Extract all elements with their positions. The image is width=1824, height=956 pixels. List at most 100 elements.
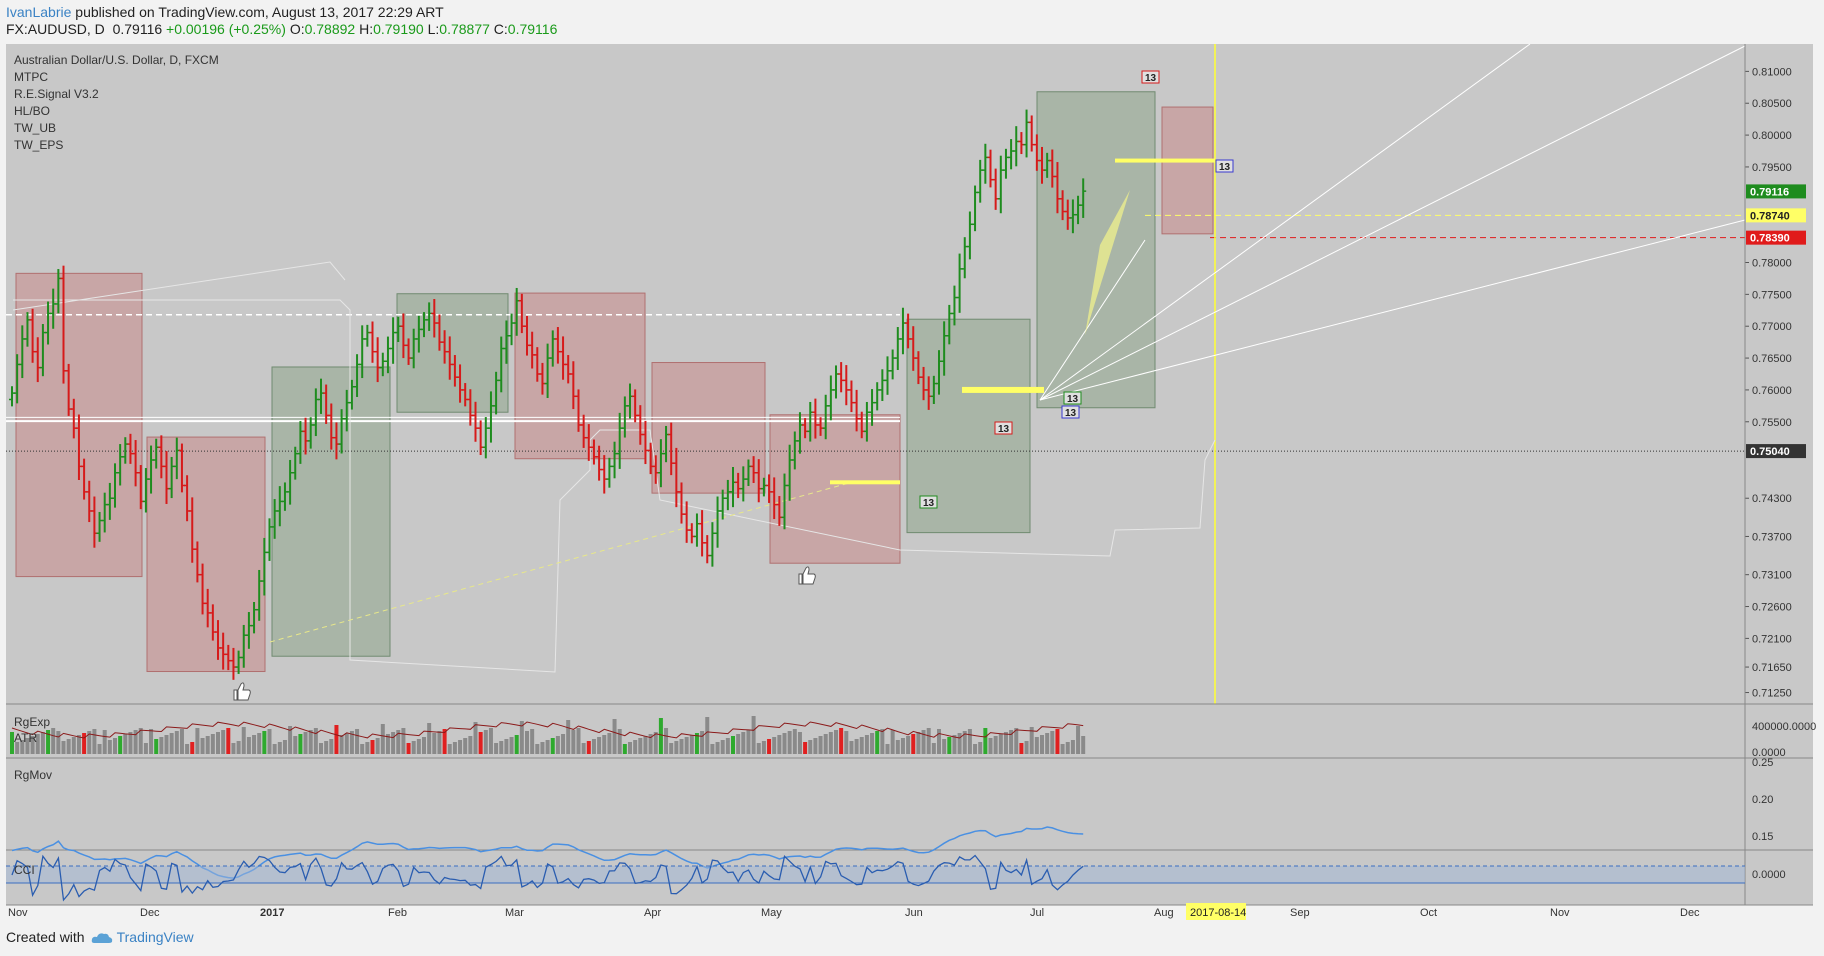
volume-bar bbox=[355, 729, 360, 754]
volume-bar bbox=[494, 743, 499, 754]
volume-bar bbox=[694, 733, 699, 754]
legend-item[interactable]: Australian Dollar/U.S. Dollar, D, FXCM bbox=[14, 53, 219, 67]
volume-bar bbox=[221, 730, 226, 754]
volume-bar bbox=[1081, 736, 1086, 754]
fan-line bbox=[1039, 45, 1746, 401]
volume-bar bbox=[983, 728, 988, 754]
volume-bar bbox=[900, 738, 905, 754]
legend-item[interactable]: TW_EPS bbox=[14, 138, 63, 152]
volume-bar bbox=[756, 743, 761, 754]
volume-bar bbox=[40, 732, 45, 754]
supply-zone[interactable] bbox=[15, 272, 143, 578]
atr-line bbox=[11, 721, 1084, 739]
price-axis-label: 0.79500 bbox=[1752, 162, 1792, 174]
supply-zone[interactable] bbox=[146, 436, 266, 673]
volume-bar bbox=[952, 735, 957, 754]
demand-zone[interactable] bbox=[1036, 91, 1156, 409]
legend-item[interactable]: MTPC bbox=[14, 70, 48, 84]
volume-bar bbox=[674, 741, 679, 754]
chart-canvas[interactable]: 13 13 13 13 13 13 0.81000 0.80500 0.80000 0.7950… bbox=[0, 42, 1824, 926]
symbol-label: FX:AUDUSD, D bbox=[6, 21, 105, 37]
volume-bar bbox=[895, 740, 900, 754]
volume-bar bbox=[1003, 732, 1008, 754]
volume-bar bbox=[143, 743, 148, 754]
volume-bar bbox=[633, 740, 638, 754]
ohlc-bar[interactable] bbox=[1080, 178, 1087, 218]
volume-bar bbox=[525, 731, 529, 754]
symbol-ohlc-line: FX:AUDUSD, D 0.79116 +0.00196 (+0.25%) O… bbox=[6, 21, 557, 37]
demand-zone[interactable] bbox=[396, 293, 509, 413]
volume-bar bbox=[349, 731, 354, 754]
volume-bar bbox=[437, 731, 442, 754]
volume-bar bbox=[1045, 733, 1050, 754]
volume-bar bbox=[473, 722, 478, 754]
volume-bar bbox=[864, 735, 869, 754]
volume-bar bbox=[514, 735, 519, 754]
count-13-marker bbox=[1061, 405, 1080, 419]
legend-item[interactable]: TW_UB bbox=[14, 121, 56, 135]
volume-bar bbox=[967, 729, 972, 754]
supply-zone[interactable] bbox=[1161, 106, 1214, 235]
volume-bar bbox=[890, 730, 895, 754]
time-axis-label: 2017 bbox=[260, 907, 284, 919]
price-axis-label: 0.80500 bbox=[1752, 98, 1792, 110]
footer: Created with TradingView bbox=[6, 929, 194, 945]
price-axis-label: 0.71650 bbox=[1752, 662, 1792, 674]
volume-bar bbox=[97, 744, 102, 754]
volume-bar bbox=[123, 734, 128, 754]
volume-bar bbox=[422, 737, 426, 754]
volume-bar bbox=[761, 741, 766, 754]
volume-bar bbox=[10, 732, 14, 754]
volume-bar bbox=[844, 731, 849, 754]
volume-bar bbox=[169, 733, 174, 754]
price-tag bbox=[1746, 444, 1806, 459]
volume-bar bbox=[313, 728, 318, 754]
time-axis-label: Jun bbox=[905, 907, 923, 919]
count-13-label: 13 bbox=[1145, 73, 1157, 84]
volume-bar bbox=[849, 741, 854, 754]
volume-bar bbox=[545, 740, 550, 754]
volume-bar bbox=[1055, 729, 1060, 754]
low-value: 0.78877 bbox=[439, 21, 490, 37]
volume-bar bbox=[427, 723, 432, 754]
volume-bar bbox=[1065, 742, 1070, 754]
volume-bar bbox=[880, 729, 885, 754]
volume-bar bbox=[705, 717, 710, 754]
volume-bar bbox=[463, 738, 468, 754]
volume-bar bbox=[458, 740, 463, 754]
author-link[interactable]: IvanLabrie bbox=[6, 4, 72, 20]
volume-bar bbox=[885, 744, 890, 754]
volume-bar bbox=[942, 739, 947, 754]
volume-bar bbox=[555, 736, 560, 754]
price-axis-label: 0.80000 bbox=[1752, 130, 1792, 142]
time-axis-label: Nov bbox=[8, 907, 28, 919]
volume-bar bbox=[782, 733, 787, 754]
volume-bar bbox=[87, 731, 92, 754]
chart-header: IvanLabrie published on TradingView.com,… bbox=[0, 0, 1824, 42]
time-axis-label: Jul bbox=[1030, 907, 1044, 919]
cci-label: CCI bbox=[14, 863, 35, 877]
volume-bar bbox=[174, 731, 179, 754]
rgexp-label: RgExp bbox=[14, 715, 50, 729]
supply-zone[interactable] bbox=[769, 414, 901, 564]
atr-label: ATR bbox=[14, 731, 37, 745]
rgmov-line bbox=[11, 826, 1084, 879]
legend-item[interactable]: R.E.Signal V3.2 bbox=[14, 87, 99, 101]
volume-bar bbox=[777, 735, 782, 754]
channel-band bbox=[13, 299, 1216, 673]
price-axis-label: 0.72600 bbox=[1752, 602, 1792, 614]
close-label: C: bbox=[493, 21, 508, 37]
volume-bar bbox=[772, 737, 777, 754]
legend-item[interactable]: HL/BO bbox=[14, 104, 50, 118]
count-13-marker bbox=[1063, 391, 1082, 405]
count-13-marker bbox=[1141, 70, 1160, 84]
thumbs-up-icon bbox=[233, 682, 251, 701]
count-13-label: 13 bbox=[1219, 162, 1231, 173]
volume-bar bbox=[767, 739, 772, 754]
tradingview-link[interactable]: TradingView bbox=[116, 929, 194, 945]
price-tag-label: 0.78390 bbox=[1750, 233, 1790, 245]
volume-bar bbox=[504, 739, 509, 754]
volume-bar bbox=[468, 736, 473, 754]
volume-axis-label: 0.0000 bbox=[1752, 747, 1786, 759]
yellow-level bbox=[830, 480, 900, 485]
